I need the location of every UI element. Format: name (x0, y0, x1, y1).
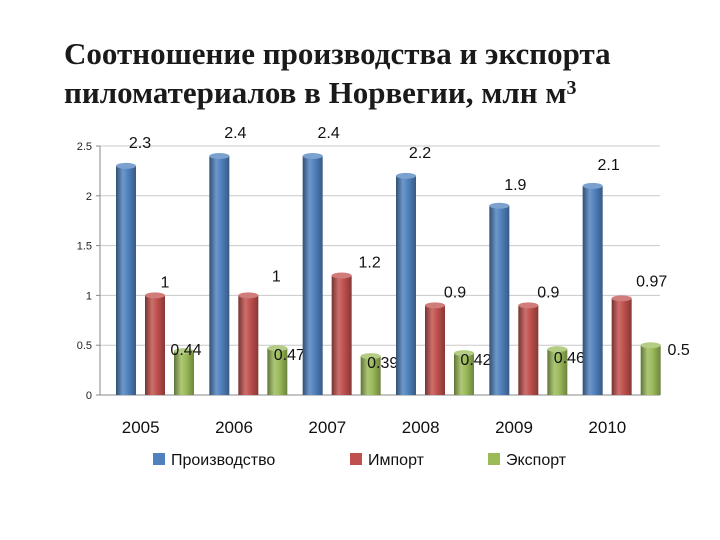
bar-top-Экспорт-2006 (267, 345, 288, 352)
bar-top-Производство-2006 (209, 152, 230, 159)
y-tick-label: 0.5 (77, 340, 92, 352)
chart-title: Соотношение производства и экспорта пило… (40, 34, 700, 112)
bar-top-Производство-2010 (582, 182, 603, 189)
bar-top-Производство-2009 (489, 202, 510, 209)
bar-top-Импорт-2005 (145, 292, 165, 299)
bar-Импорт-2007 (331, 275, 352, 395)
data-label: 0.9 (537, 284, 559, 301)
y-tick-label: 0 (86, 390, 92, 402)
bar-Импорт-2008 (425, 305, 445, 395)
data-label: 2.2 (409, 145, 431, 162)
bar-Импорт-2006 (238, 295, 259, 395)
data-label: 0.46 (554, 350, 585, 367)
x-tick-label: 2006 (215, 418, 253, 437)
bar-Экспорт-2006 (267, 348, 288, 395)
x-tick-label: 2009 (495, 418, 533, 437)
bar-top-Экспорт-2007 (360, 353, 381, 360)
data-label: 1 (161, 274, 170, 291)
bar-top-Экспорт-2008 (454, 350, 474, 357)
bar-top-Производство-2007 (302, 152, 323, 159)
bar-top-Экспорт-2005 (174, 348, 194, 355)
y-tick-label: 1 (86, 290, 92, 302)
data-label: 1.9 (504, 177, 526, 194)
bar-Производство-2005 (116, 165, 136, 395)
y-tick-label: 2 (86, 191, 92, 203)
bar-Экспорт-2005 (174, 351, 194, 395)
x-tick-label: 2008 (402, 418, 440, 437)
chart-title-line2-text: пиломатериалов в Норвегии, млн м (64, 75, 567, 110)
data-label: 0.9 (444, 284, 466, 301)
chart-title-superscript: 3 (566, 77, 577, 99)
bar-top-Импорт-2007 (331, 272, 352, 279)
legend-label: Экспорт (506, 452, 567, 469)
bar-Импорт-2009 (518, 305, 539, 395)
bar-top-Экспорт-2010 (640, 342, 661, 349)
bar-Импорт-2010 (611, 298, 632, 395)
x-tick-label: 2007 (308, 418, 346, 437)
bar-top-Импорт-2008 (425, 302, 445, 309)
data-label: 0.47 (274, 347, 305, 364)
legend-label: Импорт (368, 452, 425, 469)
chart-title-line2: пиломатериалов в Норвегии, млн м3 (40, 73, 700, 112)
data-label: 0.42 (460, 352, 491, 369)
bar-Экспорт-2009 (547, 349, 568, 395)
bar-Производство-2008 (396, 175, 416, 395)
legend-swatch-Производство (153, 453, 165, 465)
bar-Экспорт-2007 (360, 356, 381, 395)
data-label: 0.5 (668, 342, 690, 359)
bar-Производство-2006 (209, 155, 230, 395)
x-tick-label: 2005 (122, 418, 160, 437)
bar-Производство-2010 (582, 185, 603, 395)
bar-Производство-2007 (302, 155, 323, 395)
bar-top-Производство-2008 (396, 172, 416, 179)
data-label: 1 (272, 268, 281, 285)
data-label: 0.39 (367, 355, 398, 372)
bar-Экспорт-2010 (640, 345, 661, 395)
legend-label: Производство (171, 452, 275, 469)
data-label: 2.4 (224, 125, 246, 142)
bar-top-Экспорт-2009 (547, 346, 568, 353)
bar-Производство-2009 (489, 205, 510, 395)
legend-swatch-Экспорт (488, 453, 500, 465)
bar-top-Импорт-2009 (518, 302, 539, 309)
chart-title-line1: Соотношение производства и экспорта (64, 36, 611, 71)
bar-Экспорт-2008 (454, 353, 474, 395)
bar-top-Импорт-2006 (238, 292, 259, 299)
data-label: 2.3 (129, 135, 151, 152)
data-label: 2.4 (318, 125, 340, 142)
data-label: 2.1 (598, 157, 620, 174)
legend-swatch-Импорт (350, 453, 362, 465)
y-tick-label: 2.5 (77, 141, 92, 153)
bar-top-Импорт-2010 (611, 295, 632, 302)
y-tick-label: 1.5 (77, 241, 92, 253)
data-label: 0.44 (170, 342, 201, 359)
bar-Импорт-2005 (145, 295, 165, 395)
bar-top-Производство-2005 (116, 162, 136, 169)
x-tick-label: 2010 (588, 418, 626, 437)
data-label: 0.97 (636, 273, 667, 290)
data-label: 1.2 (359, 254, 381, 271)
